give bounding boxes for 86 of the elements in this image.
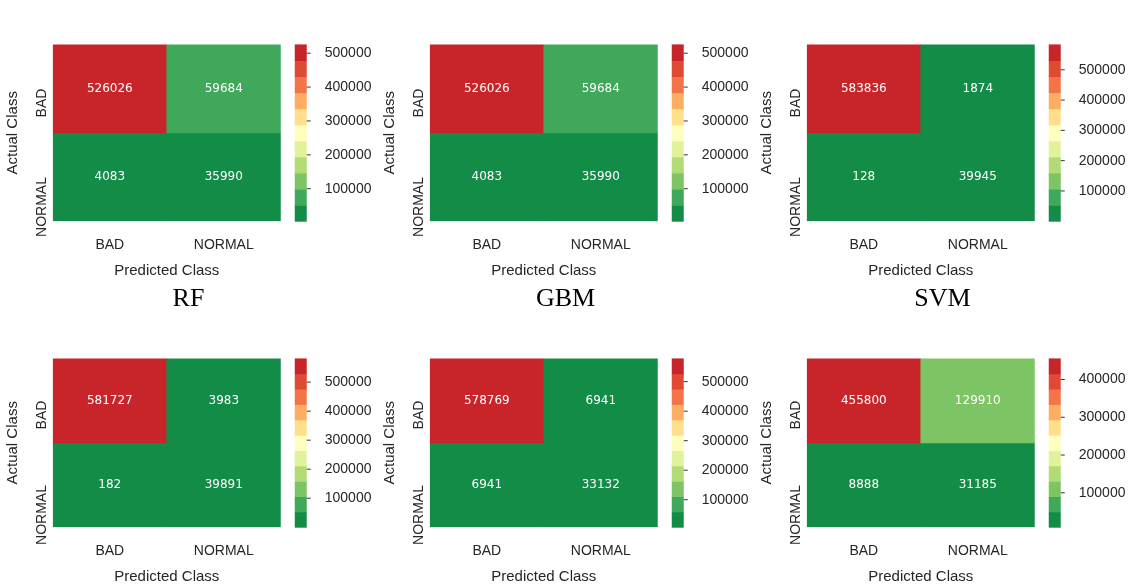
data-label: 6941 [471, 477, 503, 492]
data-label: 39945 [958, 169, 997, 184]
x-tick-label: BAD [95, 542, 125, 559]
x-tick-label: BAD [849, 542, 879, 559]
x-tick-label: BAD [95, 236, 125, 253]
color-bar-label: 300000 [324, 431, 372, 448]
data-label: 39891 [204, 477, 243, 492]
data-label: 35990 [581, 169, 620, 184]
y-axis-title: Actual Class [757, 401, 775, 485]
color-bar-label: 400000 [324, 402, 372, 419]
y-tick-label: BAD [32, 400, 49, 430]
color-bar-label: 100000 [324, 489, 372, 506]
y-tick-label: BAD [409, 88, 426, 118]
y-tick-label: BAD [786, 400, 803, 430]
y-axis-title: Actual Class [757, 91, 775, 175]
color-bar-label: 500000 [1078, 60, 1126, 77]
y-axis-title: Actual Class [380, 401, 398, 485]
color-bar-label: 300000 [1078, 408, 1126, 425]
x-axis-title: Predicted Class [868, 261, 974, 279]
color-bar-label: 100000 [324, 179, 372, 196]
data-label: 1874 [962, 80, 994, 95]
x-tick-label: NORMAL [570, 236, 631, 253]
data-label: 526026 [86, 80, 133, 95]
x-tick-label: BAD [472, 236, 502, 253]
x-tick-label: NORMAL [947, 236, 1008, 253]
data-label: 31185 [958, 477, 997, 492]
color-bar-label: 200000 [701, 461, 749, 478]
color-bar-label: 400000 [1078, 370, 1126, 387]
data-label: 59684 [581, 80, 620, 95]
color-bar-label: 500000 [701, 372, 749, 389]
color-bar-label: 200000 [324, 460, 372, 477]
data-label: 4083 [94, 169, 126, 184]
text: GBM [534, 282, 597, 314]
color-bar-label: 100000 [1078, 181, 1126, 198]
color-bar-label: 400000 [324, 77, 372, 94]
text: RF [171, 282, 206, 314]
data-label: 581727 [86, 392, 133, 407]
text: SVM [913, 282, 972, 314]
data-label: 129910 [954, 392, 1001, 407]
data-label: 455800 [840, 392, 887, 407]
color-bar-label: 100000 [701, 490, 749, 507]
data-label: 4083 [471, 169, 503, 184]
x-axis-title: Predicted Class [868, 567, 974, 585]
color-bar-label: 500000 [324, 44, 372, 61]
x-tick-label: BAD [849, 236, 879, 253]
color-bar-label: 200000 [324, 145, 372, 162]
color-bar-label: 100000 [1078, 483, 1126, 500]
x-tick-label: NORMAL [193, 236, 254, 253]
y-tick-label: BAD [786, 88, 803, 118]
y-tick-label: BAD [409, 400, 426, 430]
color-bar-label: 200000 [701, 145, 749, 162]
color-bar-label: 200000 [1078, 445, 1126, 462]
data-label: 33132 [581, 477, 620, 492]
data-label: 526026 [463, 80, 510, 95]
color-bar-label: 300000 [1078, 121, 1126, 138]
color-bar-label: 400000 [701, 77, 749, 94]
color-bar-label: 300000 [701, 111, 749, 128]
x-axis-title: Predicted Class [491, 567, 597, 585]
y-axis-title: Actual Class [380, 91, 398, 175]
x-tick-label: NORMAL [947, 542, 1008, 559]
color-bar-label: 400000 [1078, 90, 1126, 107]
data-label: 8888 [848, 477, 880, 492]
x-axis-title: Predicted Class [114, 261, 220, 279]
data-label: 35990 [204, 169, 243, 184]
x-axis-title: Predicted Class [114, 567, 220, 585]
x-axis-title: Predicted Class [491, 261, 597, 279]
color-bar-label: 300000 [324, 111, 372, 128]
y-axis-title: Actual Class [3, 401, 21, 485]
data-label: 59684 [204, 80, 243, 95]
color-bar-label: 400000 [701, 402, 749, 419]
color-bar-label: 200000 [1078, 151, 1126, 168]
color-bar-label: 300000 [701, 431, 749, 448]
y-tick-label: BAD [32, 88, 49, 118]
data-label: 578769 [463, 392, 510, 407]
color-bar-label: 500000 [324, 372, 372, 389]
data-label: 6941 [585, 392, 617, 407]
data-label: 3983 [208, 392, 240, 407]
color-bar-label: 100000 [701, 179, 749, 196]
data-label: 182 [98, 477, 122, 492]
x-tick-label: NORMAL [193, 542, 254, 559]
data-label: 583836 [840, 80, 887, 95]
x-tick-label: NORMAL [570, 542, 631, 559]
y-axis-title: Actual Class [3, 91, 21, 175]
data-label: 128 [852, 169, 876, 184]
x-tick-label: BAD [472, 542, 502, 559]
color-bar-label: 500000 [701, 44, 749, 61]
